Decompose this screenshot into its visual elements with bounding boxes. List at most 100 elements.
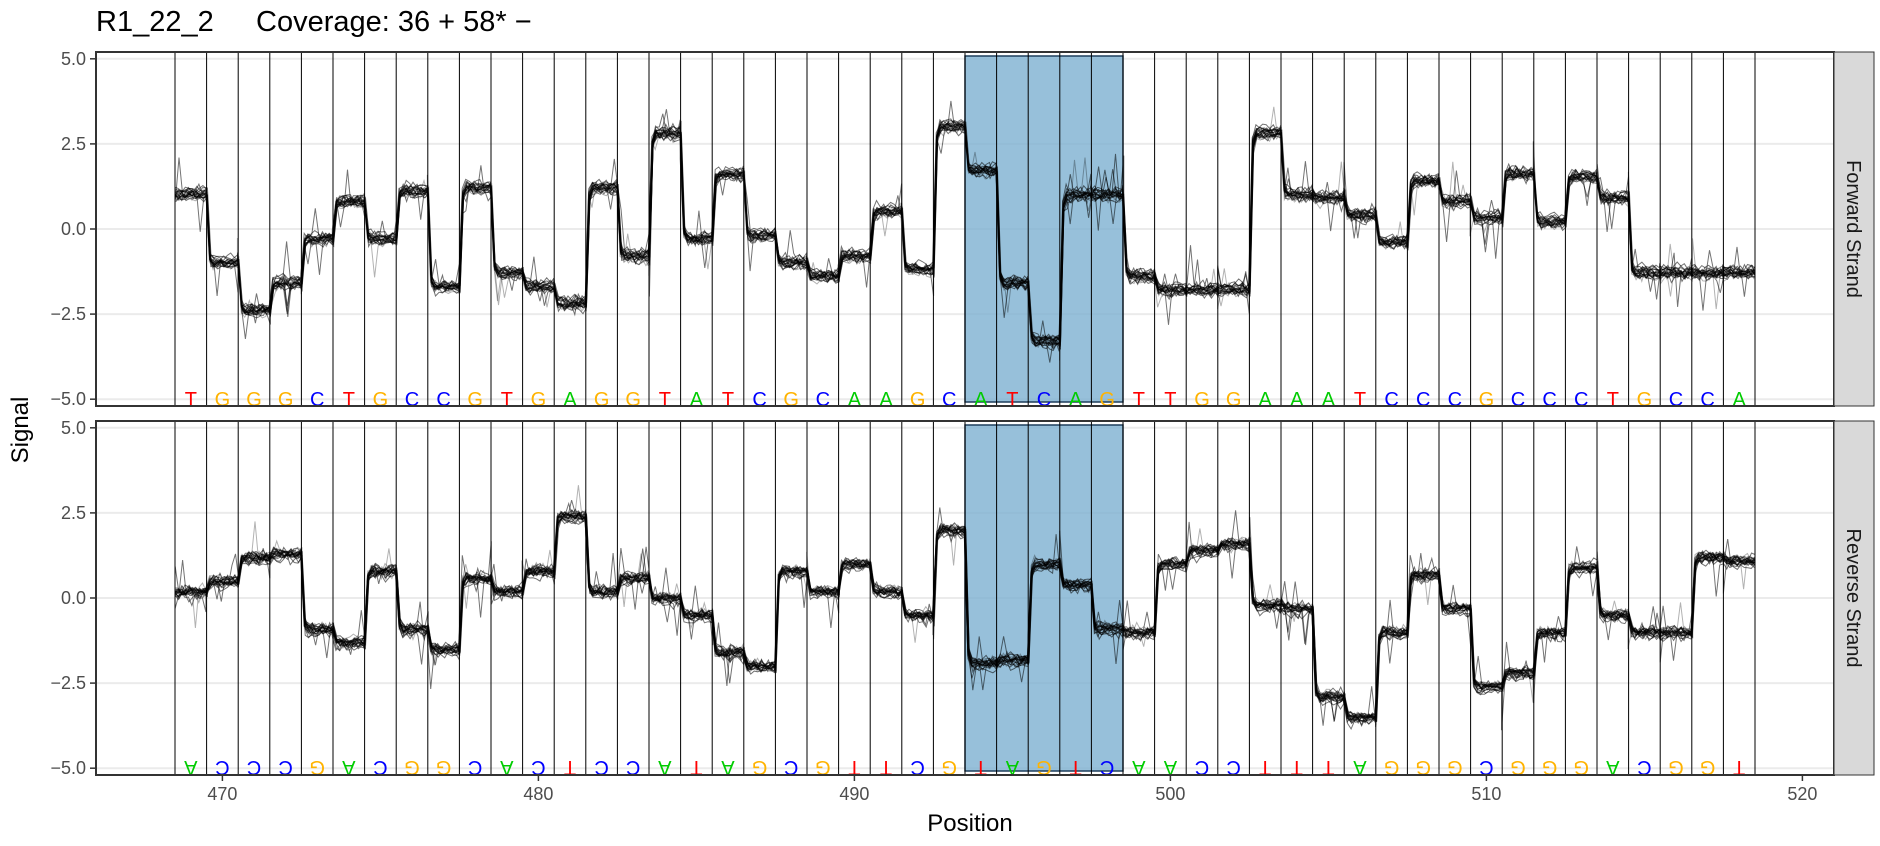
- base-letter: C: [468, 756, 482, 778]
- base-letter: T: [1259, 756, 1271, 778]
- base-letter: C: [1384, 389, 1398, 411]
- signal-trace: [174, 106, 1756, 346]
- base-letter: A: [1131, 756, 1145, 778]
- base-letter: A: [1353, 756, 1367, 778]
- base-letter: A: [1005, 756, 1019, 778]
- base-letter: A: [1290, 389, 1304, 411]
- base-letter: C: [1479, 756, 1493, 778]
- base-letter: A: [1259, 389, 1273, 411]
- signal-trace: [174, 499, 1756, 726]
- base-letter: C: [1511, 389, 1525, 411]
- base-letter: G: [436, 756, 452, 778]
- base-letter: C: [1448, 389, 1462, 411]
- base-letter: T: [690, 756, 702, 778]
- base-letter: C: [405, 389, 419, 411]
- y-tick-label: 2.5: [61, 503, 86, 523]
- base-letter: G: [1700, 756, 1716, 778]
- base-letter: C: [942, 389, 956, 411]
- base-letter: C: [1637, 756, 1651, 778]
- x-tick-label: 470: [207, 784, 237, 804]
- highlight-region: [964, 55, 1124, 403]
- read-name-title: R1_22_2: [96, 6, 214, 38]
- base-letter: C: [784, 756, 798, 778]
- base-letter: T: [722, 389, 734, 411]
- signal-trace: [174, 513, 1756, 723]
- base-letter: A: [657, 756, 671, 778]
- base-letter: C: [752, 389, 766, 411]
- facet-strip: [1833, 51, 1875, 407]
- base-letter: T: [1164, 389, 1176, 411]
- signal-trace: [175, 119, 1756, 344]
- x-tick-label: 490: [839, 784, 869, 804]
- x-axis: 470 480 490 500 510 520: [207, 775, 1817, 804]
- base-letter: T: [1607, 389, 1619, 411]
- signal-trace: [174, 517, 1755, 731]
- x-tick-label: 480: [523, 784, 553, 804]
- base-letter: A: [1322, 389, 1336, 411]
- signal-trace: [174, 510, 1756, 721]
- base-letter: G: [1194, 389, 1210, 411]
- base-letter: G: [594, 389, 610, 411]
- y-tick-label: −5.0: [50, 389, 86, 409]
- base-letter: G: [1447, 756, 1463, 778]
- base-letter: C: [1669, 389, 1683, 411]
- base-letter: G: [783, 389, 799, 411]
- signal-trace: [174, 514, 1755, 722]
- base-letter: C: [436, 389, 450, 411]
- base-letter: T: [501, 389, 513, 411]
- base-letter: T: [848, 756, 860, 778]
- base-letter: C: [1700, 389, 1714, 411]
- base-letter: C: [1100, 756, 1114, 778]
- y-tick-label: −5.0: [50, 758, 86, 778]
- y-tick-label: 5.0: [61, 418, 86, 438]
- base-letter: T: [880, 756, 892, 778]
- base-letter: C: [1416, 389, 1430, 411]
- base-letter: G: [531, 389, 547, 411]
- base-letter: C: [1195, 756, 1209, 778]
- base-letter: A: [690, 389, 704, 411]
- base-letter: T: [1322, 756, 1334, 778]
- base-letter: G: [941, 756, 957, 778]
- base-letter: A: [848, 389, 862, 411]
- base-letter: G: [373, 389, 389, 411]
- base-letter: C: [1542, 389, 1556, 411]
- base-letter: A: [499, 756, 513, 778]
- x-tick-label: 500: [1155, 784, 1185, 804]
- signal-traces: [174, 485, 1756, 731]
- base-letter: A: [721, 756, 735, 778]
- base-letter: G: [1415, 756, 1431, 778]
- base-letter: G: [910, 389, 926, 411]
- base-letter: T: [343, 389, 355, 411]
- base-letter: G: [1637, 389, 1653, 411]
- signal-trace: [174, 119, 1755, 352]
- base-letter: C: [1226, 756, 1240, 778]
- x-axis-title: Position: [927, 810, 1012, 837]
- signal-trace: [174, 122, 1755, 361]
- base-letter: G: [246, 389, 262, 411]
- base-letter: G: [625, 389, 641, 411]
- y-tick-label: 5.0: [61, 49, 86, 69]
- facet-strip: [1833, 420, 1875, 776]
- base-letter: A: [1163, 756, 1177, 778]
- base-letter: C: [247, 756, 261, 778]
- base-letter: G: [215, 389, 231, 411]
- base-letter: T: [659, 389, 671, 411]
- base-letter: T: [1733, 756, 1745, 778]
- base-letter: G: [309, 756, 325, 778]
- base-letter: G: [1226, 389, 1242, 411]
- base-letter: A: [563, 389, 577, 411]
- base-letter: G: [1479, 389, 1495, 411]
- base-letter: A: [341, 756, 355, 778]
- y-tick-label: −2.5: [50, 673, 86, 693]
- facet-strip-label: Reverse Strand: [1842, 529, 1864, 668]
- base-letter: G: [467, 389, 483, 411]
- base-letter: C: [626, 756, 640, 778]
- base-letter: C: [594, 756, 608, 778]
- signal-trace: [174, 113, 1756, 342]
- base-letter: C: [1037, 389, 1051, 411]
- base-letter: C: [910, 756, 924, 778]
- base-letter: G: [1573, 756, 1589, 778]
